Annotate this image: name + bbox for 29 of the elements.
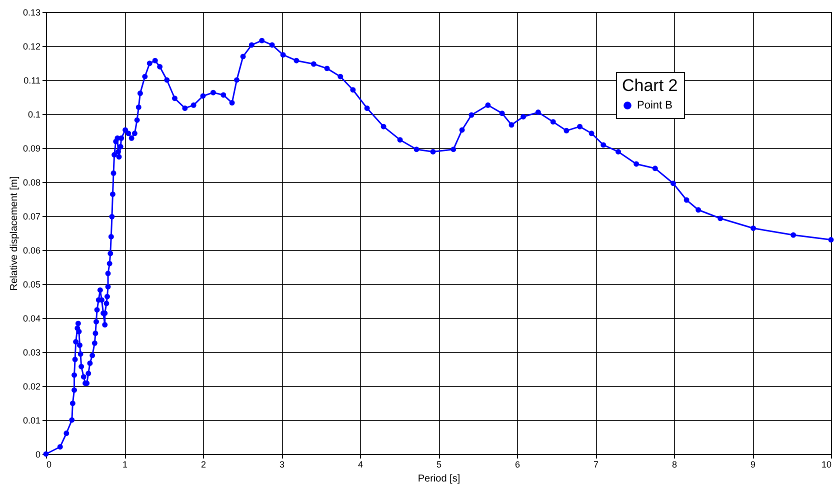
x-tick-label: 0 xyxy=(46,460,52,470)
legend-title: Chart 2 xyxy=(622,76,678,95)
x-tick-label: 10 xyxy=(821,460,832,470)
y-tick-label: 0.12 xyxy=(22,42,40,52)
x-tick-label: 7 xyxy=(593,460,599,470)
y-axis-title: Relative displacement [m] xyxy=(8,176,20,291)
y-tick-label: 0.03 xyxy=(22,348,40,358)
x-tick-label: 3 xyxy=(279,460,285,470)
y-tick-label: 0.06 xyxy=(22,246,40,256)
x-tick-label: 6 xyxy=(514,460,520,470)
y-tick-label: 0.01 xyxy=(22,416,40,426)
y-tick-label: 0.05 xyxy=(22,280,40,290)
y-tick-label: 0.08 xyxy=(22,178,40,188)
y-tick-label: 0.1 xyxy=(28,110,40,120)
x-tick-label: 4 xyxy=(358,460,364,470)
x-tick-label: 8 xyxy=(672,460,678,470)
y-tick-label: 0.04 xyxy=(22,314,40,324)
y-tick-label: 0 xyxy=(35,450,40,460)
x-axis-title: Period [s] xyxy=(418,474,460,484)
x-tick-label: 2 xyxy=(200,460,206,470)
x-tick-label: 5 xyxy=(436,460,442,470)
x-tick-label: 9 xyxy=(750,460,756,470)
legend-label: Point B xyxy=(637,100,672,112)
x-tick-label: 1 xyxy=(122,460,128,470)
y-tick-label: 0.11 xyxy=(24,76,40,86)
y-tick-label: 0.07 xyxy=(22,212,40,222)
y-tick-label: 0.13 xyxy=(22,8,40,18)
y-tick-label: 0.09 xyxy=(22,144,40,154)
y-tick-label: 0.02 xyxy=(22,382,40,392)
